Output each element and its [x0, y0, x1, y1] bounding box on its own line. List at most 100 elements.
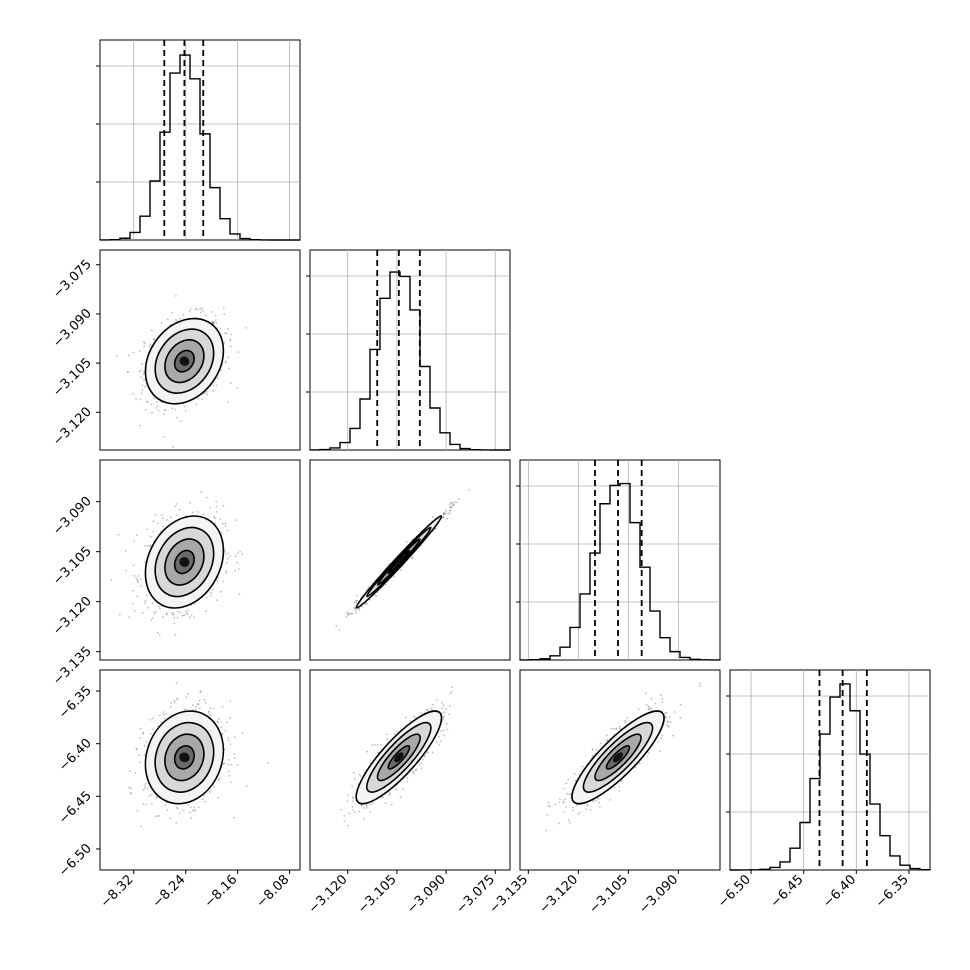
- scatter-point: [229, 700, 232, 702]
- scatter-point: [365, 804, 368, 807]
- scatter-point: [228, 775, 231, 777]
- scatter-point: [216, 720, 219, 723]
- scatter-point: [267, 762, 269, 765]
- scatter-point: [227, 401, 230, 403]
- scatter-point: [353, 811, 356, 813]
- scatter-point: [156, 631, 159, 634]
- scatter-point: [189, 806, 192, 808]
- scatter-point: [443, 512, 446, 515]
- scatter-point: [199, 308, 202, 311]
- scatter-point: [361, 605, 363, 608]
- scatter-point: [450, 506, 453, 509]
- scatter-point: [140, 392, 143, 395]
- scatter-point: [234, 569, 237, 572]
- scatter-point: [191, 511, 194, 514]
- scatter-point: [393, 575, 396, 578]
- scatter-panel-3-0: [99, 669, 301, 871]
- scatter-point: [220, 531, 223, 534]
- scatter-point: [363, 807, 365, 809]
- scatter-point: [229, 743, 232, 745]
- scatter-point: [445, 722, 448, 725]
- scatter-point: [396, 730, 398, 733]
- scatter-point: [381, 796, 384, 799]
- scatter-point: [699, 682, 701, 684]
- scatter-point: [134, 772, 137, 774]
- scatter-point: [152, 338, 155, 341]
- scatter-point: [352, 809, 354, 811]
- scatter-point: [199, 707, 201, 710]
- scatter-point: [351, 612, 353, 615]
- scatter-point: [449, 506, 452, 509]
- scatter-point: [353, 606, 355, 609]
- scatter-point: [233, 816, 236, 819]
- scatter-point: [195, 708, 198, 711]
- scatter-point: [197, 398, 200, 400]
- scatter-point: [131, 393, 134, 395]
- scatter-point: [597, 798, 599, 800]
- scatter-point: [567, 778, 570, 781]
- scatter-point: [229, 339, 232, 342]
- scatter-point: [223, 341, 226, 344]
- scatter-point: [426, 708, 429, 711]
- scatter-point: [413, 770, 415, 773]
- scatter-point: [236, 764, 239, 766]
- scatter-point: [368, 586, 370, 588]
- scatter-point: [450, 690, 453, 693]
- scatter-point: [144, 602, 146, 604]
- scatter-point: [187, 804, 190, 806]
- scatter-point: [384, 802, 387, 804]
- scatter-point: [442, 516, 444, 518]
- scatter-point: [159, 607, 161, 610]
- scatter-point: [644, 692, 647, 695]
- scatter-point: [162, 711, 165, 713]
- scatter-point: [384, 583, 387, 586]
- scatter-point: [166, 809, 169, 811]
- scatter-point: [144, 544, 147, 547]
- scatter-point: [221, 706, 224, 708]
- panel-frame: [309, 459, 511, 661]
- scatter-point: [239, 550, 242, 553]
- scatter-point: [144, 409, 147, 411]
- scatter-point: [215, 500, 218, 503]
- scatter-point: [138, 350, 141, 353]
- scatter-point: [371, 743, 374, 746]
- scatter-point: [135, 747, 138, 750]
- scatter-point: [148, 794, 151, 797]
- scatter-point: [133, 574, 136, 577]
- scatter-point: [218, 777, 221, 780]
- scatter-point: [190, 614, 193, 616]
- scatter-point: [699, 684, 702, 687]
- scatter-point: [346, 611, 349, 614]
- scatter-point: [152, 717, 154, 720]
- scatter-point: [659, 694, 662, 696]
- scatter-point: [443, 711, 445, 714]
- scatter-point: [468, 489, 471, 491]
- scatter-point: [189, 616, 192, 618]
- scatter-point: [236, 386, 239, 389]
- scatter-point: [129, 787, 132, 790]
- scatter-point: [142, 370, 145, 373]
- scatter-point: [363, 817, 366, 820]
- scatter-point: [224, 332, 226, 334]
- scatter-point: [139, 578, 142, 581]
- scatter-point: [456, 501, 458, 504]
- scatter-point: [237, 552, 239, 555]
- scatter-point: [181, 614, 184, 617]
- scatter-point: [206, 393, 209, 396]
- scatter-point: [160, 321, 163, 324]
- scatter-point: [346, 613, 349, 616]
- scatter-point: [358, 810, 360, 813]
- scatter-point: [199, 311, 202, 314]
- scatter-point: [165, 613, 168, 616]
- scatter-panel-3-1: [309, 669, 511, 871]
- scatter-point: [187, 693, 189, 695]
- scatter-point: [365, 603, 368, 605]
- scatter-point: [566, 792, 568, 795]
- scatter-point: [226, 529, 229, 532]
- scatter-point: [138, 754, 141, 757]
- scatter-point: [376, 751, 379, 754]
- scatter-point: [647, 705, 650, 708]
- scatter-point: [217, 577, 220, 579]
- scatter-point: [406, 780, 409, 783]
- scatter-point: [442, 729, 445, 732]
